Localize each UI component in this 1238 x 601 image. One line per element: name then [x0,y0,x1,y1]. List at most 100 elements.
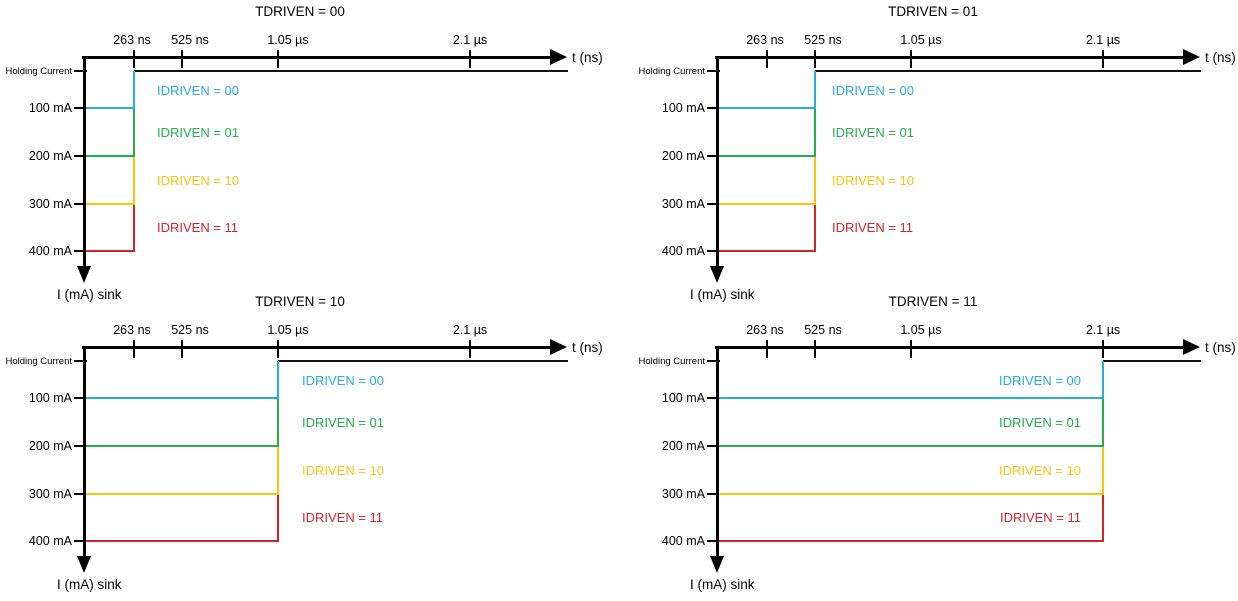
x-tick [469,50,471,68]
y-tick-label-200ma: 200 mA [28,148,72,163]
y-tick-label-400ma: 400 mA [28,243,72,258]
x-axis-arrow-icon [1183,339,1200,355]
y-tick-label-300ma: 300 mA [661,486,705,501]
waveform-step-idriven-10 [276,446,280,495]
series-label-idriven-00: IDRIVEN = 00 [157,83,240,98]
y-tick [707,360,720,362]
x-tick [133,340,135,358]
x-axis-arrow-icon [550,49,567,65]
x-tick-label: 1.05 µs [900,33,942,47]
waveform-step-idriven-00 [276,361,280,400]
waveform-idriven-10 [86,492,279,496]
waveform-step-idriven-11 [1101,494,1105,542]
chart-panel-tdriven-11: TDRIVEN = 11 t (ns) 263 ns 525 ns 1.05 µ… [633,290,1238,592]
series-label-idriven-01: IDRIVEN = 01 [832,125,915,140]
series-label-idriven-11: IDRIVEN = 11 [302,510,384,525]
waveform-step-idriven-11 [276,494,280,542]
x-tick-label: 525 ns [171,33,209,47]
y-tick-label-100ma: 100 mA [661,390,705,405]
y-tick [707,540,720,542]
series-label-idriven-11: IDRIVEN = 11 [999,510,1081,525]
x-tick [277,340,279,358]
y-axis-label: I (mA) sink [690,577,755,592]
chart-panel-tdriven-10: TDRIVEN = 10 t (ns) 263 ns 525 ns 1.05 µ… [0,290,605,592]
y-tick-label-holding-current: Holding Current [5,355,72,367]
y-tick-label-400ma: 400 mA [28,533,72,548]
y-tick [707,445,720,447]
y-tick [74,493,87,495]
y-axis-arrow-icon [710,556,724,573]
waveform-idriven-10 [719,492,1104,496]
y-tick-label-100ma: 100 mA [661,100,705,115]
waveform-idriven-10 [719,202,816,206]
y-tick [74,445,87,447]
x-tick-label: 263 ns [746,323,784,337]
x-tick-label: 1.05 µs [267,33,309,47]
y-tick [74,203,87,205]
waveform-step-idriven-10 [132,156,136,205]
series-label-idriven-01: IDRIVEN = 01 [998,415,1081,430]
waveform-step-idriven-00 [813,71,817,110]
waveform-idriven-11 [719,249,816,253]
waveform-idriven-11 [86,249,135,253]
series-label-idriven-10: IDRIVEN = 10 [998,463,1081,478]
holding-current-line [134,70,568,72]
y-tick [707,397,720,399]
x-tick [814,340,816,358]
y-tick-label-100ma: 100 mA [28,100,72,115]
y-tick [74,70,87,72]
waveform-idriven-01 [719,154,816,158]
chart-panel-tdriven-00: TDRIVEN = 00 t (ns) 263 ns 525 ns 1.05 µ… [0,0,605,302]
waveform-step-idriven-11 [132,204,136,252]
series-label-idriven-00: IDRIVEN = 00 [832,83,915,98]
x-axis-line [82,55,551,59]
y-axis-line [82,55,87,268]
series-label-idriven-01: IDRIVEN = 01 [157,125,240,140]
waveform-step-idriven-10 [813,156,817,205]
x-tick-label: 2.1 µs [452,33,488,47]
waveform-idriven-00 [86,396,279,400]
series-label-idriven-11: IDRIVEN = 11 [157,220,239,235]
y-axis-label: I (mA) sink [690,287,755,302]
y-tick-label-holding-current: Holding Current [638,65,705,77]
y-axis-arrow-icon [77,556,91,573]
y-tick [707,493,720,495]
x-axis-line [715,55,1184,59]
panel-title: TDRIVEN = 10 [255,294,345,309]
x-tick-label: 263 ns [113,33,151,47]
x-axis-label: t (ns) [572,340,603,355]
panel-title: TDRIVEN = 11 [888,294,978,309]
x-tick [1102,50,1104,68]
y-tick-label-400ma: 400 mA [661,243,705,258]
y-tick [74,540,87,542]
y-tick [707,203,720,205]
series-label-idriven-11: IDRIVEN = 11 [832,220,914,235]
y-tick [707,107,720,109]
chart-panel-tdriven-01: TDRIVEN = 01 t (ns) 263 ns 525 ns 1.05 µ… [633,0,1238,302]
x-tick-label: 2.1 µs [1085,323,1121,337]
waveform-step-idriven-01 [1101,398,1105,447]
x-tick-label: 2.1 µs [452,323,488,337]
panel-title: TDRIVEN = 00 [255,4,345,19]
x-axis-arrow-icon [1183,49,1200,65]
waveform-step-idriven-10 [1101,446,1105,495]
y-tick-label-300ma: 300 mA [661,196,705,211]
holding-current-line [815,70,1201,72]
y-axis-line [715,345,720,558]
series-label-idriven-00: IDRIVEN = 00 [998,373,1081,388]
waveform-step-idriven-01 [132,108,136,157]
x-axis-label: t (ns) [572,50,603,65]
y-axis-line [82,345,87,558]
x-axis-line [715,345,1184,349]
series-label-idriven-10: IDRIVEN = 10 [832,173,915,188]
x-axis-arrow-icon [550,339,567,355]
series-label-idriven-01: IDRIVEN = 01 [302,415,385,430]
holding-current-line [278,360,568,362]
x-tick-label: 2.1 µs [1085,33,1121,47]
waveform-idriven-01 [719,444,1104,448]
x-tick [181,340,183,358]
x-tick [766,340,768,358]
y-axis-line [715,55,720,268]
x-tick [181,50,183,68]
x-tick [814,50,816,68]
